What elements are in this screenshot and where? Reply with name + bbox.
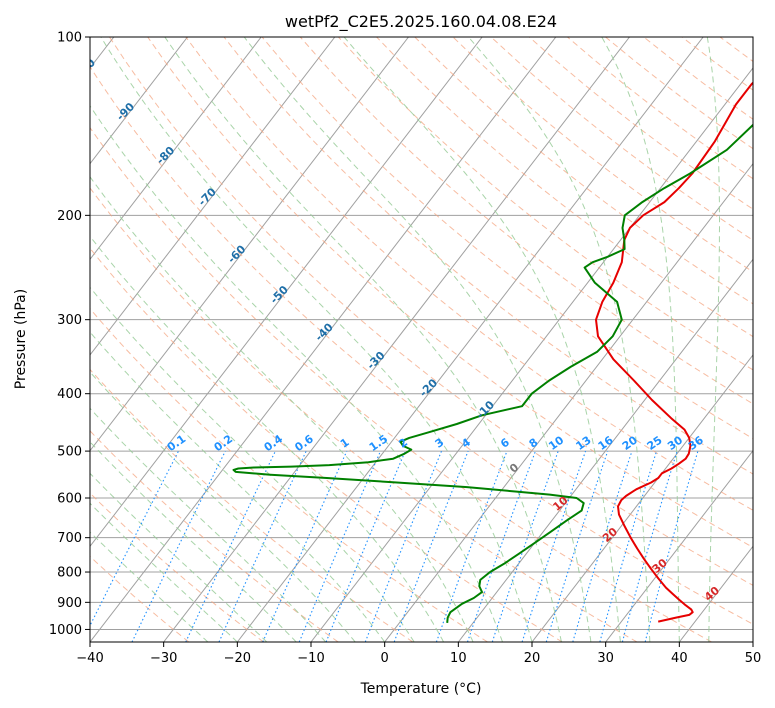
dry-adiabat-140 <box>414 37 753 305</box>
y-tick-label: 300 <box>57 313 82 328</box>
mixing-ratio-line-13 <box>521 450 587 642</box>
y-tick-label: 700 <box>57 531 82 546</box>
dry-adiabat-110 <box>299 37 753 405</box>
isotherm-20 <box>531 354 753 642</box>
mixing-ratio-line-0.2 <box>131 450 226 642</box>
dry-adiabat-20 <box>90 247 563 642</box>
moist-adiabat--16 <box>90 472 268 642</box>
y-tick-label: 200 <box>57 209 82 224</box>
y-tick-label: 1000 <box>49 623 82 638</box>
dewpoint-profile <box>232 123 753 623</box>
mixing-ratio-line-6 <box>435 450 508 642</box>
x-axis-label: Temperature (°C) <box>360 681 482 697</box>
y-tick-label: 500 <box>57 445 82 460</box>
plot-frame <box>89 36 754 643</box>
moist-adiabat-4 <box>90 286 415 642</box>
dry-adiabat-120 <box>338 37 753 371</box>
dry-adiabat-30 <box>90 187 638 642</box>
mixing-ratio-line-25 <box>599 450 658 642</box>
y-axis-label: Pressure (hPa) <box>13 289 29 389</box>
isotherm--70 <box>90 37 336 356</box>
dry-adiabat-60 <box>109 37 753 586</box>
isotherm--20 <box>236 37 704 642</box>
mixing-ratio-line-1.5 <box>298 450 382 642</box>
moist-adiabat-24 <box>164 37 562 642</box>
x-tick-label: 30 <box>597 651 614 666</box>
isotherm-30 <box>605 449 753 642</box>
temperature-profile <box>595 81 753 623</box>
isotherm--60 <box>90 37 409 452</box>
y-axis: 100 200 300 400 500 600 700 800 900 1000 <box>49 31 90 638</box>
mixing-ratio-line-3 <box>364 450 443 642</box>
dry-adiabat-50 <box>90 65 753 625</box>
dry-adiabat-130 <box>376 37 753 338</box>
mixing-ratio-line-10 <box>491 450 559 642</box>
x-tick-label: 50 <box>745 651 762 666</box>
x-tick-label: 0 <box>381 651 389 666</box>
x-axis: −40 −30 −20 −10 0 10 20 30 40 50 <box>76 642 761 666</box>
moist-adiabat-16 <box>90 104 503 642</box>
mixing-ratio-line-4 <box>393 450 469 642</box>
dry-adiabat--30 <box>90 555 190 642</box>
moist-adiabat--20 <box>90 502 238 642</box>
mixing-ratio-line-2 <box>325 450 406 642</box>
moist-adiabat-0 <box>90 331 386 642</box>
moist-adiabat--4 <box>90 371 356 642</box>
moist-adiabat-28 <box>243 37 592 642</box>
isotherm--30 <box>163 37 630 642</box>
moist-adiabat--12 <box>90 441 297 642</box>
moist-adiabat--24 <box>90 531 209 642</box>
mixing-ratio-line-36 <box>644 450 699 642</box>
moist-adiabat-44 <box>706 37 720 642</box>
dry-adiabat-0 <box>90 368 414 642</box>
y-tick-label: 400 <box>57 387 82 402</box>
mixing-ratio-line-20 <box>572 450 633 642</box>
x-tick-label: −10 <box>297 651 324 666</box>
moist-adiabat-8 <box>90 235 445 642</box>
x-tick-label: −40 <box>76 651 103 666</box>
moist-adiabat-32 <box>343 37 621 642</box>
x-tick-label: −30 <box>150 651 177 666</box>
isotherm--80 <box>90 37 262 261</box>
mixing-ratio-line-8 <box>466 450 537 642</box>
isotherm-0 <box>384 162 753 642</box>
dry-adiabat--10 <box>90 430 339 642</box>
mixing-ratio-line-16 <box>545 450 609 642</box>
dry-adiabat-10 <box>90 307 488 642</box>
mixing-ratio-line-1 <box>262 450 348 642</box>
plot-area <box>90 37 753 642</box>
mixing-ratio-line-30 <box>621 450 678 642</box>
mixing-ratio-line-0.1 <box>90 450 179 627</box>
y-tick-label: 800 <box>57 566 82 581</box>
x-tick-label: −20 <box>224 651 251 666</box>
chart-title: wetPf2_C2E5.2025.160.04.08.E24 <box>285 12 557 32</box>
y-tick-label: 100 <box>57 31 82 46</box>
y-tick-label: 900 <box>57 596 82 611</box>
x-tick-label: 10 <box>450 651 467 666</box>
moist-adiabat--8 <box>90 407 327 642</box>
isotherm--40 <box>90 37 557 642</box>
moist-adiabat-20 <box>100 37 533 642</box>
isotherm--50 <box>90 37 483 548</box>
x-tick-label: 20 <box>524 651 541 666</box>
y-tick-label: 600 <box>57 492 82 507</box>
dry-adiabat-70 <box>147 37 753 548</box>
series-layer <box>232 81 753 623</box>
moist-adiabat-12 <box>90 175 474 642</box>
isotherm--90 <box>90 37 188 165</box>
x-tick-label: 40 <box>671 651 688 666</box>
